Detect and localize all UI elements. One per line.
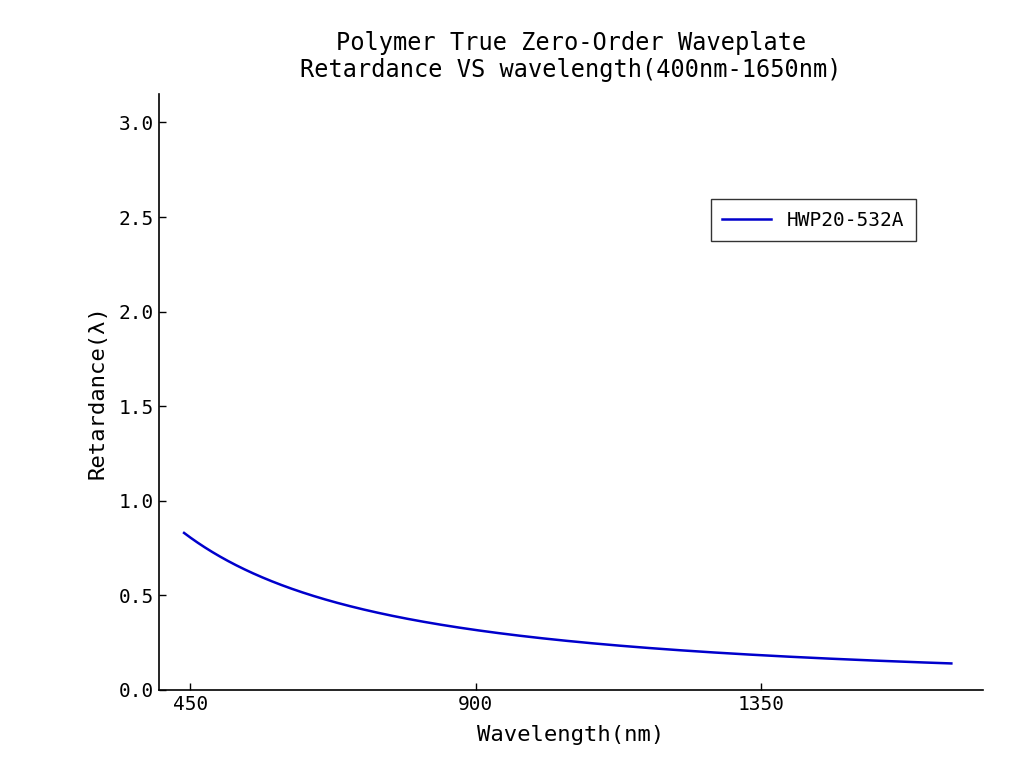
Line: HWP20-532A: HWP20-532A <box>184 533 951 663</box>
Legend: HWP20-532A: HWP20-532A <box>711 199 915 241</box>
HWP20-532A <box>848 655 860 664</box>
HWP20-532A <box>265 576 278 586</box>
X-axis label: Wavelength(nm): Wavelength(nm) <box>477 725 665 745</box>
HWP20-532A <box>506 630 518 640</box>
HWP20-532A <box>945 659 957 668</box>
HWP20-532A <box>930 659 942 668</box>
HWP20-532A <box>472 626 484 635</box>
HWP20-532A <box>178 528 190 538</box>
Y-axis label: Retardance(λ): Retardance(λ) <box>87 305 108 479</box>
HWP20-532A <box>311 593 324 602</box>
Title: Polymer True Zero-Order Waveplate
Retardance VS wavelength(400nm-1650nm): Polymer True Zero-Order Waveplate Retard… <box>300 31 842 82</box>
